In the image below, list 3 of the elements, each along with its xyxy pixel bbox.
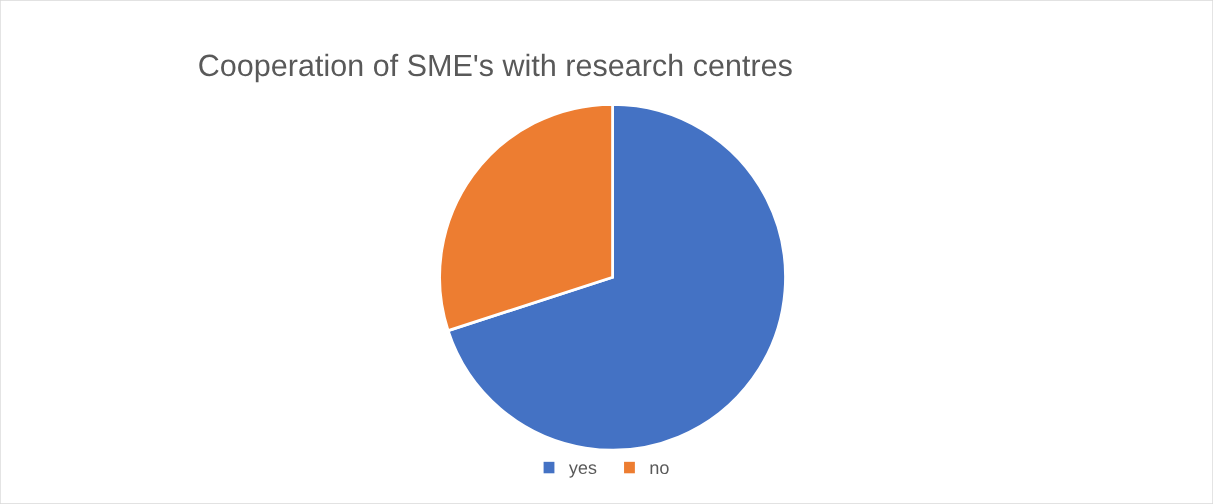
legend-label: no [650,464,669,475]
legend-label: yes [568,464,597,478]
chart-title: Cooperation of SME's with research centres [199,53,792,83]
